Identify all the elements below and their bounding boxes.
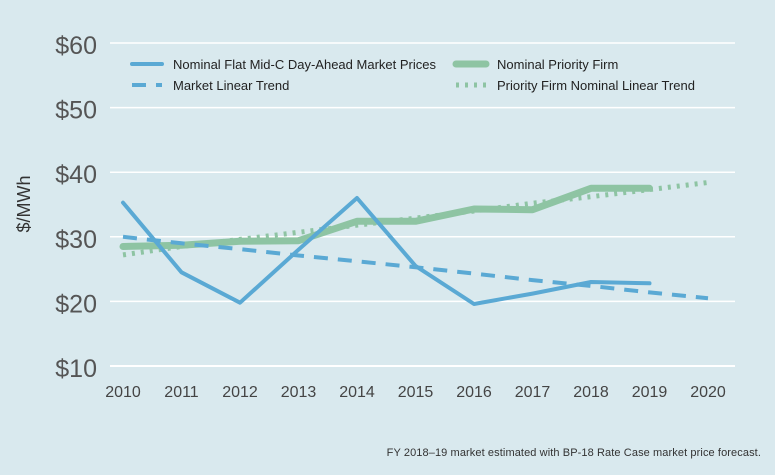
- x-tick-label: 2019: [632, 384, 668, 401]
- x-tick-label: 2014: [339, 384, 375, 401]
- legend-label-3: Priority Firm Nominal Linear Trend: [497, 78, 695, 93]
- x-tick-label: 2017: [515, 384, 551, 401]
- legend-label-2: Nominal Priority Firm: [497, 57, 618, 72]
- y-tick-label: $50: [55, 97, 97, 125]
- legend-label-0: Nominal Flat Mid-C Day-Ahead Market Pric…: [173, 57, 436, 72]
- x-tick-label: 2020: [690, 384, 726, 401]
- x-tick-label: 2010: [105, 384, 141, 401]
- series-line-0: [121, 196, 652, 306]
- x-tick-label: 2012: [222, 384, 258, 401]
- chart-footnote: FY 2018–19 market estimated with BP-18 R…: [386, 447, 761, 459]
- x-tick-label: 2013: [281, 384, 317, 401]
- y-axis-label: $/MWh: [14, 175, 34, 232]
- y-tick-label: $20: [55, 290, 97, 318]
- y-tick-label: $30: [55, 226, 97, 254]
- x-tick-label: 2011: [164, 384, 199, 401]
- legend-label-1: Market Linear Trend: [173, 78, 289, 93]
- x-tick-label: 2015: [398, 384, 434, 401]
- y-tick-label: $10: [55, 355, 97, 383]
- x-tick-label: 2018: [573, 384, 609, 401]
- y-tick-label: $40: [55, 161, 97, 189]
- y-tick-label: $60: [55, 32, 97, 60]
- x-tick-label: 2016: [456, 384, 492, 401]
